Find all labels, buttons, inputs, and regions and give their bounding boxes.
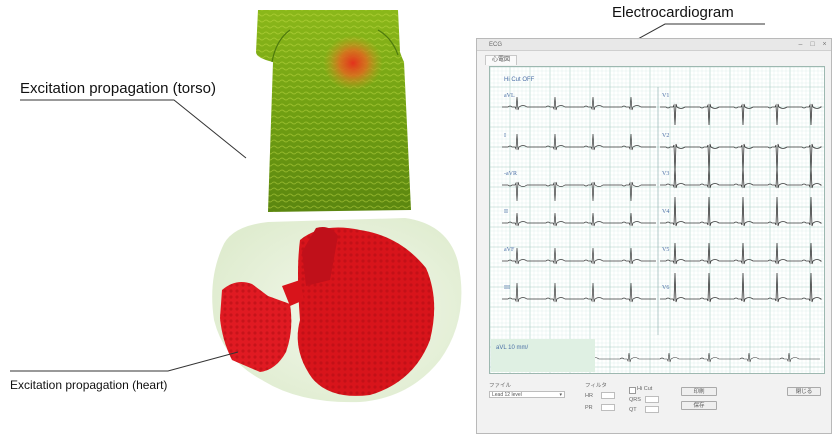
qt-field[interactable] [645, 406, 659, 413]
torso-model [256, 10, 411, 212]
lead-label-left-3: II [504, 209, 508, 215]
hr-field[interactable] [601, 392, 615, 399]
lead-label-left-5: III [504, 285, 510, 291]
lead-trace-right-1 [660, 143, 823, 174]
pr-field[interactable] [601, 404, 615, 411]
file-select[interactable]: Lead 12 level ▾ [489, 391, 565, 398]
lead-label-right-4: V5 [662, 247, 669, 253]
lead-label-left-1: I [504, 133, 506, 139]
ecg-chart-area: Hi Cut OFF aVL V1 I V2 -aVR V3 II V4 aVF V5 III V6 … [489, 66, 825, 374]
hr-label: HR [585, 393, 593, 399]
lead-label-right-1: V2 [662, 133, 669, 139]
ecg-traces [494, 96, 823, 363]
tab-ecg[interactable]: 心電図 [485, 55, 518, 65]
file-label: ファイル [489, 383, 512, 389]
rhythm-strip-label: aVL 10 mm/ [496, 345, 528, 351]
hicut-checkbox[interactable] [629, 387, 636, 394]
lead-trace-right-3 [660, 196, 823, 227]
heart-model [212, 218, 462, 403]
filter-status-text: Hi Cut OFF [504, 77, 535, 83]
chevron-down-icon: ▾ [559, 392, 562, 398]
print-button[interactable]: 印刷 [681, 387, 717, 396]
lead-trace-left-3 [502, 212, 656, 227]
ecg-window: ECG – □ × 心電図 Hi Cut OFF aVL V1 I V2 -aVR V3 I… [476, 38, 832, 434]
lead-label-right-0: V1 [662, 93, 669, 99]
lead-label-right-5: V6 [662, 285, 669, 291]
lead-labels: aVL V1 I V2 -aVR V3 II V4 aVF V5 III V6 [504, 93, 669, 291]
lead-trace-right-0 [660, 103, 823, 126]
lead-label-left-0: aVL [504, 93, 515, 99]
lead-trace-right-5 [660, 272, 823, 303]
lead-trace-left-1 [502, 133, 656, 151]
save-button[interactable]: 保存 [681, 401, 717, 410]
lead-label-left-2: -aVR [504, 171, 517, 177]
electrocardiogram-label: Electrocardiogram [612, 4, 734, 21]
lead-trace-right-2 [660, 166, 823, 189]
ecg-controls: ファイル Lead 12 level ▾ フィルタ HR PR Hi Cut Q… [485, 377, 825, 431]
qrs-field[interactable] [645, 396, 659, 403]
lead-label-left-4: aVF [504, 247, 515, 253]
qt-label: QT [629, 407, 637, 413]
qrs-label: QRS [629, 397, 641, 403]
file-select-value: Lead 12 level [492, 392, 522, 398]
lead-trace-left-2 [502, 181, 656, 202]
ecg-window-title: ECG [483, 42, 509, 48]
close-button[interactable]: 閉じる [787, 387, 821, 396]
hicut-label: Hi Cut [637, 386, 653, 392]
ecg-window-titlebar[interactable]: ECG – □ × [477, 39, 831, 51]
heart-propagation-label: Excitation propagation (heart) [10, 378, 168, 392]
lead-trace-left-4 [502, 247, 656, 265]
lead-trace-left-0 [502, 96, 656, 111]
filter-label: フィルタ [585, 383, 607, 389]
lead-label-right-2: V3 [662, 171, 669, 177]
minimize-icon[interactable]: – [798, 41, 803, 48]
lead-label-right-3: V4 [662, 209, 669, 215]
torso-propagation-label: Excitation propagation (torso) [20, 80, 216, 97]
close-icon[interactable]: × [822, 41, 827, 48]
ecg-grid [489, 66, 824, 373]
maximize-icon[interactable]: □ [810, 41, 815, 48]
pr-label: PR [585, 405, 593, 411]
lead-trace-left-5 [502, 282, 656, 303]
lead-trace-right-4 [660, 242, 823, 265]
rhythm-strip-highlight [491, 339, 595, 372]
